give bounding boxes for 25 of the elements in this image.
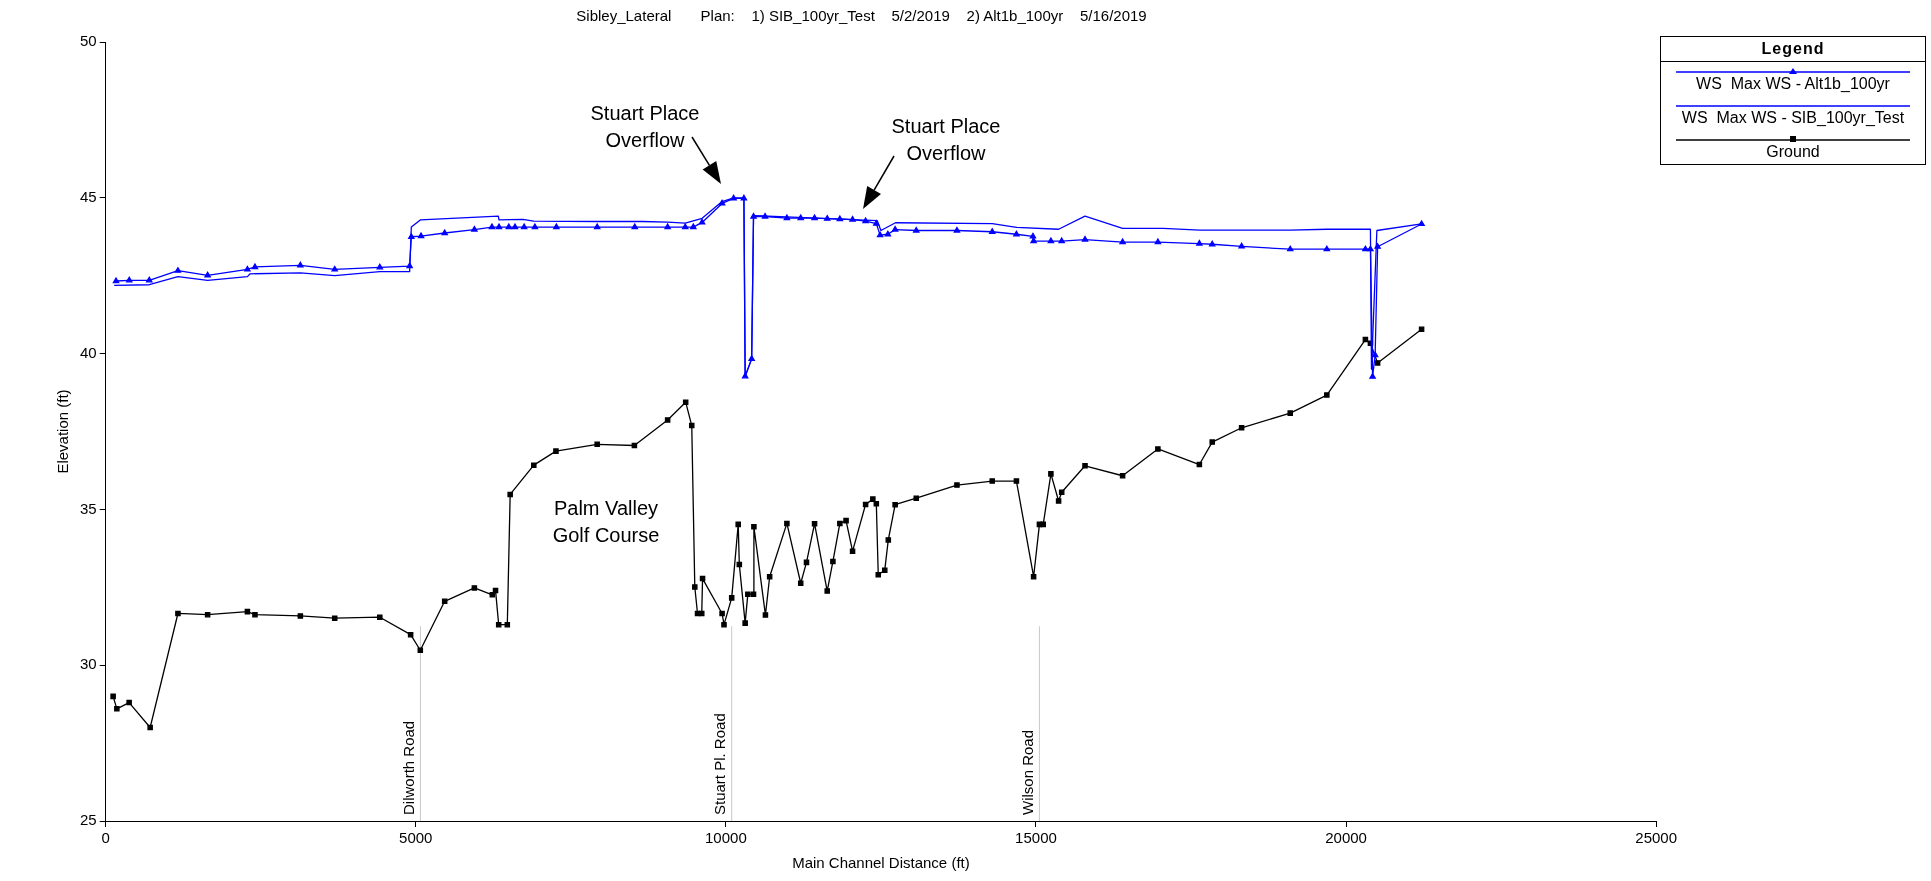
- x-tick-label: 20000: [1325, 829, 1367, 847]
- annotation: Stuart Place Overflow: [891, 115, 1001, 164]
- legend-label: Ground: [1765, 143, 1821, 161]
- y-tick-label: 45: [80, 187, 97, 205]
- y-tick-label: 25: [80, 811, 97, 829]
- y-tick-label: 50: [80, 32, 97, 50]
- x-axis-title: Main Channel Distance (ft): [792, 854, 970, 872]
- y-axis-title: Elevation (ft): [54, 389, 72, 474]
- legend-title: Legend: [1661, 37, 1925, 62]
- y-tick-label: 30: [80, 655, 97, 673]
- x-tick-label: 10000: [705, 829, 747, 847]
- ref-line-label: Wilson Road: [1019, 729, 1037, 815]
- x-tick-label: 5000: [399, 829, 433, 847]
- chart-title: Sibley_Lateral Plan: 1) SIB_100yr_Test 5/2/2019 2) Alt1b_100yr 5/16/2019: [576, 7, 1147, 25]
- ref-line-label: Stuart Pl. Road: [711, 713, 729, 815]
- annotation: Stuart Place Overflow: [590, 102, 700, 151]
- x-tick-label: 15000: [1015, 829, 1057, 847]
- annotation: Palm Valley Golf Course: [552, 497, 660, 546]
- ref-line-label: Dilworth Road: [400, 720, 418, 815]
- text: WS Max WS - SIB_100yr_Test: [1680, 109, 1906, 127]
- y-tick-label: 40: [80, 343, 97, 361]
- x-tick-label: 0: [101, 829, 110, 847]
- x-tick-label: 25000: [1635, 829, 1677, 847]
- legend-label: WS Max WS - Alt1b_100yr: [1695, 75, 1891, 93]
- y-tick-label: 35: [80, 499, 97, 517]
